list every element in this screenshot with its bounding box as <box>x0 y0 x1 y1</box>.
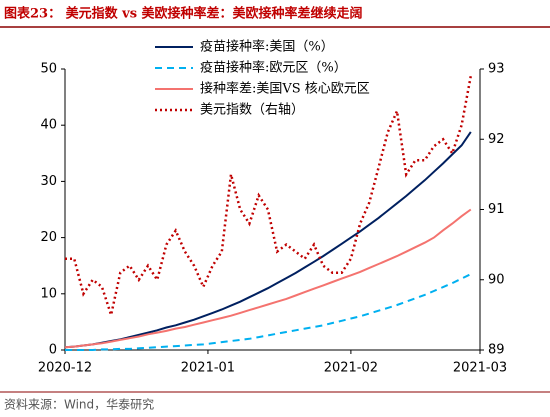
y2-tick-label: 91 <box>488 202 505 217</box>
series-line <box>64 131 472 349</box>
y-tick-label: 10 <box>40 286 57 301</box>
x-tick-label: 2021-01 <box>181 361 235 376</box>
series-line <box>64 208 472 349</box>
y-tick-label: 20 <box>40 230 57 245</box>
y-tick-label: 40 <box>40 118 57 133</box>
y-tick-label: 50 <box>40 62 57 77</box>
y2-tick-label: 90 <box>488 272 505 287</box>
chart-title: 图表23： 美元指数 vs 美欧接种率差：美欧接种率差继续走阔 <box>4 6 363 22</box>
x-tick-label: 2021-02 <box>324 361 378 376</box>
y2-tick-label: 89 <box>488 343 505 358</box>
legend-label: 美元指数（右轴） <box>200 103 304 118</box>
y-tick-label: 30 <box>40 174 57 189</box>
y-tick-label: 0 <box>49 343 57 358</box>
legend-label: 疫苗接种率:美国（%） <box>200 39 334 55</box>
series-line <box>65 75 473 320</box>
source: 资料来源：Wind，华泰研究 <box>4 397 154 412</box>
legend-label: 疫苗接种率:欧元区（%） <box>200 60 347 76</box>
y2-tick-label: 93 <box>488 62 505 77</box>
x-tick-label: 2021-03 <box>453 361 507 376</box>
x-tick-label: 2020-12 <box>38 361 92 376</box>
y2-tick-label: 92 <box>488 132 505 147</box>
legend-label: 接种率差:美国VS 核心欧元区 <box>200 81 370 97</box>
